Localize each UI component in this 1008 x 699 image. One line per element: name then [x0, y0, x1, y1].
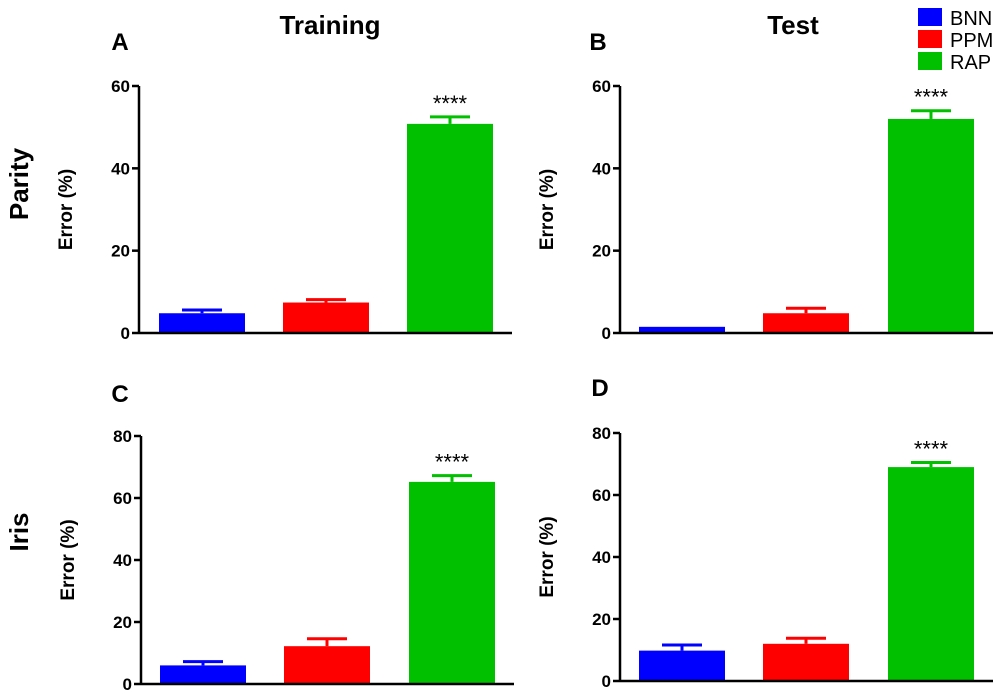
row-label-parity: Parity — [4, 147, 34, 220]
y-tick-label-d-80: 80 — [592, 424, 611, 443]
error-bar-d-rap — [911, 460, 951, 468]
legend-label-ppm: PPM — [950, 30, 993, 52]
bar-b-bnn — [639, 326, 725, 333]
y-tick-label-c-40: 40 — [113, 551, 132, 570]
bar-c-rap — [409, 481, 495, 684]
y-tick-label-d-60: 60 — [592, 486, 611, 505]
y-tick-label-c-20: 20 — [113, 613, 132, 632]
bar-c-ppm — [284, 646, 370, 684]
error-bar-b-ppm — [786, 306, 826, 314]
bar-d-rap — [888, 467, 974, 681]
legend-label-rap: RAP — [950, 52, 991, 74]
significance-annotation-b: **** — [914, 85, 949, 110]
bar-a-bnn — [159, 313, 245, 333]
panels: A Error (%) **** 0 20 40 60 B Error (%) **** 0 20 40… — [56, 29, 993, 694]
legend-swatch-ppm — [918, 30, 942, 48]
error-bar-a-rap — [430, 115, 470, 124]
panel-b: B Error (%) **** 0 20 40 60 — [537, 29, 993, 343]
panel-letter-b: B — [589, 29, 606, 56]
error-bar-c-bnn — [183, 660, 223, 666]
y-tick-label-d-40: 40 — [592, 548, 611, 567]
y-axis-label-a: Error (%) — [56, 169, 77, 250]
error-bar-a-ppm — [306, 298, 346, 303]
panel-letter-a: A — [111, 29, 128, 56]
error-bar-b-rap — [911, 109, 951, 119]
error-bar-d-bnn — [662, 643, 702, 651]
y-tick-label-c-0: 0 — [123, 675, 132, 694]
y-tick-label-b-60: 60 — [592, 77, 611, 96]
y-tick-label-d-20: 20 — [592, 610, 611, 629]
column-title-training: Training — [279, 10, 380, 40]
panel-d: D Error (%) **** 0 20 40 60 80 — [537, 375, 993, 691]
bar-b-ppm — [763, 313, 849, 333]
y-tick-label-a-40: 40 — [111, 159, 130, 178]
y-tick-label-a-20: 20 — [111, 242, 130, 261]
panel-c: C Error (%) **** 0 20 40 60 80 — [58, 381, 514, 694]
column-title-test: Test — [767, 10, 819, 40]
bar-c-bnn — [160, 665, 246, 684]
row-label-iris: Iris — [4, 512, 34, 551]
legend-label-bnn: BNN — [950, 8, 992, 30]
significance-annotation-d: **** — [914, 436, 949, 461]
legend-swatch-rap — [918, 52, 942, 70]
error-bar-c-rap — [432, 474, 472, 482]
y-axis-label-b: Error (%) — [537, 169, 558, 250]
y-tick-label-a-0: 0 — [121, 324, 130, 343]
bar-b-rap — [888, 118, 974, 333]
significance-annotation-a: **** — [433, 91, 468, 116]
bar-d-ppm — [763, 643, 849, 681]
y-axis-label-c: Error (%) — [58, 519, 79, 600]
legend-swatch-bnn — [918, 8, 942, 26]
y-tick-label-d-0: 0 — [602, 672, 611, 691]
error-bar-d-ppm — [786, 636, 826, 644]
y-tick-label-b-40: 40 — [592, 159, 611, 178]
y-axis-label-d: Error (%) — [537, 516, 558, 597]
y-tick-label-c-80: 80 — [113, 427, 132, 446]
error-bar-c-ppm — [307, 637, 347, 647]
y-tick-label-b-0: 0 — [602, 324, 611, 343]
y-tick-label-a-60: 60 — [111, 77, 130, 96]
bar-d-bnn — [639, 650, 725, 681]
panel-letter-d: D — [591, 375, 608, 402]
error-bar-a-bnn — [182, 308, 222, 314]
panel-a: A Error (%) **** 0 20 40 60 — [56, 29, 512, 343]
bar-a-rap — [407, 123, 493, 333]
legend: BNN PPM RAP — [918, 8, 993, 74]
panel-letter-c: C — [111, 381, 128, 408]
y-tick-label-b-20: 20 — [592, 242, 611, 261]
significance-annotation-c: **** — [435, 450, 470, 475]
y-tick-label-c-60: 60 — [113, 489, 132, 508]
bar-a-ppm — [283, 302, 369, 333]
